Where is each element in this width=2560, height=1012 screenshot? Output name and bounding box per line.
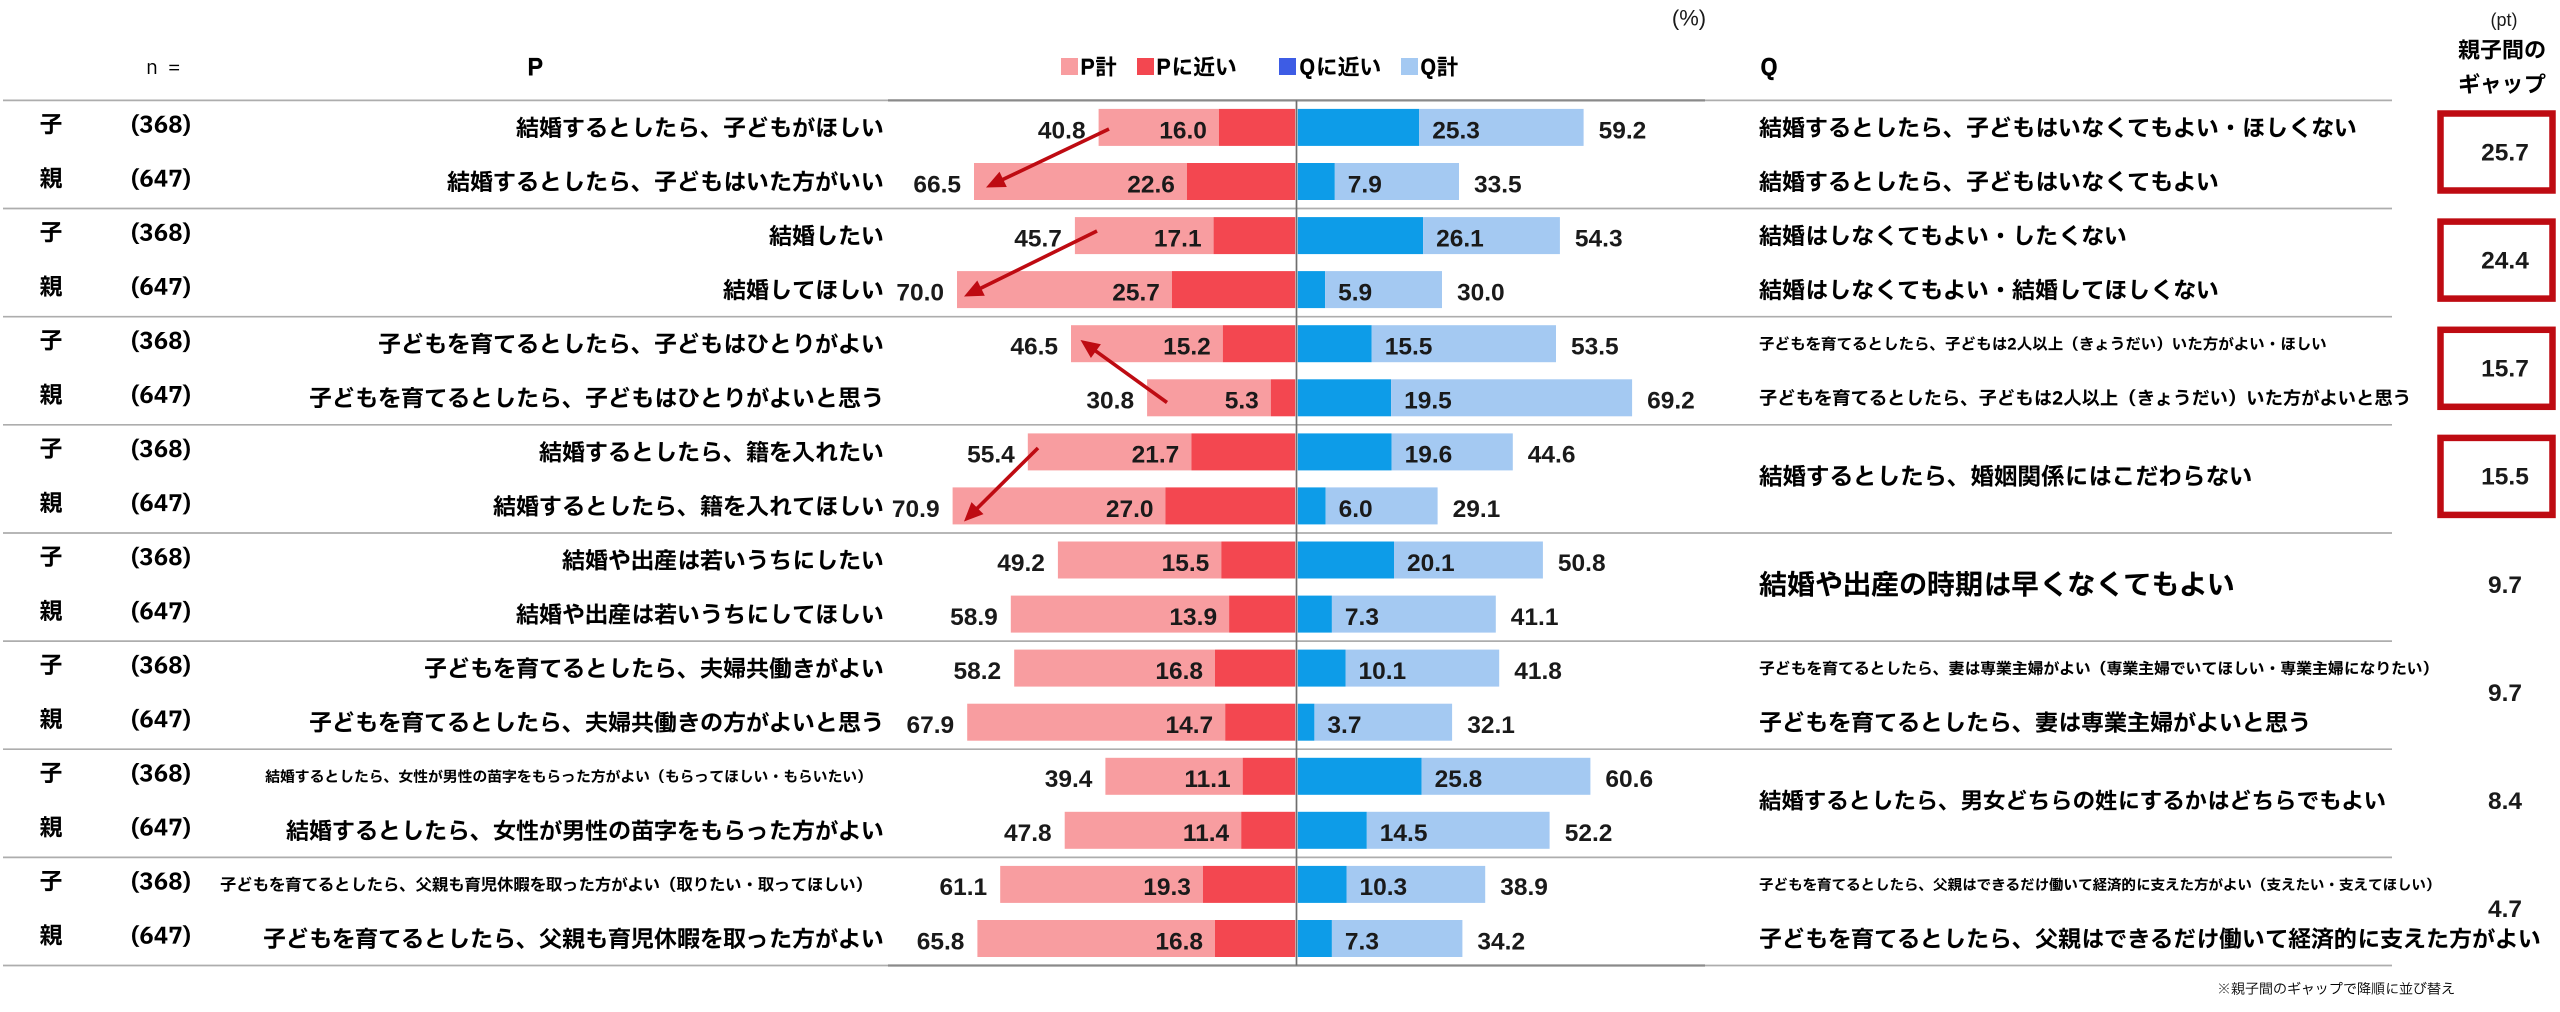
svg-text:19.3: 19.3 <box>1143 874 1191 901</box>
svg-text:8.4: 8.4 <box>2488 788 2522 815</box>
svg-text:70.0: 70.0 <box>896 280 944 307</box>
svg-text:41.1: 41.1 <box>1511 604 1559 631</box>
svg-text:11.4: 11.4 <box>1183 820 1230 847</box>
svg-text:32.1: 32.1 <box>1467 712 1515 739</box>
svg-text:45.7: 45.7 <box>1014 225 1062 252</box>
svg-text:61.1: 61.1 <box>940 874 988 901</box>
svg-text:10.3: 10.3 <box>1360 874 1408 901</box>
svg-text:54.3: 54.3 <box>1575 225 1623 252</box>
svg-text:14.7: 14.7 <box>1166 712 1214 739</box>
svg-text:34.2: 34.2 <box>1477 928 1525 955</box>
svg-text:58.9: 58.9 <box>950 604 998 631</box>
svg-text:40.8: 40.8 <box>1038 117 1086 144</box>
svg-text:10.1: 10.1 <box>1359 658 1407 685</box>
svg-text:70.9: 70.9 <box>892 496 940 523</box>
svg-text:25.8: 25.8 <box>1435 766 1483 793</box>
svg-text:15.5: 15.5 <box>1385 334 1433 361</box>
svg-text:4.7: 4.7 <box>2488 896 2522 923</box>
svg-text:25.7: 25.7 <box>1112 280 1160 307</box>
svg-text:14.5: 14.5 <box>1380 820 1428 847</box>
svg-text:7.3: 7.3 <box>1345 604 1379 631</box>
svg-text:11.1: 11.1 <box>1184 766 1230 793</box>
svg-text:3.7: 3.7 <box>1327 712 1361 739</box>
svg-text:67.9: 67.9 <box>907 712 955 739</box>
svg-text:46.5: 46.5 <box>1010 334 1058 361</box>
svg-text:9.7: 9.7 <box>2488 680 2522 707</box>
svg-text:65.8: 65.8 <box>917 928 965 955</box>
svg-text:52.2: 52.2 <box>1565 820 1613 847</box>
svg-text:50.8: 50.8 <box>1558 550 1606 577</box>
svg-text:66.5: 66.5 <box>913 171 961 198</box>
svg-text:58.2: 58.2 <box>954 658 1002 685</box>
svg-text:39.4: 39.4 <box>1045 766 1093 793</box>
svg-text:60.6: 60.6 <box>1605 766 1653 793</box>
svg-text:55.4: 55.4 <box>967 442 1015 469</box>
svg-text:38.9: 38.9 <box>1500 874 1548 901</box>
svg-text:7.3: 7.3 <box>1345 928 1379 955</box>
svg-text:15.2: 15.2 <box>1163 334 1211 361</box>
svg-text:5.9: 5.9 <box>1338 280 1372 307</box>
svg-text:25.7: 25.7 <box>2481 139 2529 166</box>
svg-text:49.2: 49.2 <box>997 550 1045 577</box>
svg-text:13.9: 13.9 <box>1169 604 1217 631</box>
svg-text:16.0: 16.0 <box>1159 117 1207 144</box>
svg-text:16.8: 16.8 <box>1155 658 1203 685</box>
svg-text:69.2: 69.2 <box>1647 388 1695 415</box>
svg-text:25.3: 25.3 <box>1432 117 1480 144</box>
svg-text:27.0: 27.0 <box>1106 496 1154 523</box>
svg-text:47.8: 47.8 <box>1004 820 1052 847</box>
svg-text:6.0: 6.0 <box>1339 496 1373 523</box>
svg-text:59.2: 59.2 <box>1599 117 1647 144</box>
svg-text:(%): (%) <box>1672 5 1706 30</box>
svg-text:30.8: 30.8 <box>1086 388 1134 415</box>
svg-text:33.5: 33.5 <box>1474 171 1522 198</box>
svg-text:19.5: 19.5 <box>1404 388 1452 415</box>
svg-text:29.1: 29.1 <box>1453 496 1501 523</box>
svg-text:16.8: 16.8 <box>1155 928 1203 955</box>
svg-text:15.5: 15.5 <box>2481 464 2529 491</box>
svg-text:19.6: 19.6 <box>1405 442 1453 469</box>
svg-text:26.1: 26.1 <box>1436 225 1484 252</box>
svg-text:15.5: 15.5 <box>1162 550 1210 577</box>
svg-text:53.5: 53.5 <box>1571 334 1619 361</box>
svg-text:(pt): (pt) <box>2491 10 2518 30</box>
svg-text:41.8: 41.8 <box>1514 658 1562 685</box>
svg-text:30.0: 30.0 <box>1457 280 1505 307</box>
svg-text:9.7: 9.7 <box>2488 572 2522 599</box>
svg-text:24.4: 24.4 <box>2481 247 2529 274</box>
svg-text:5.3: 5.3 <box>1225 388 1259 415</box>
svg-text:17.1: 17.1 <box>1154 225 1202 252</box>
svg-text:7.9: 7.9 <box>1348 171 1382 198</box>
svg-text:20.1: 20.1 <box>1407 550 1455 577</box>
svg-text:21.7: 21.7 <box>1132 442 1180 469</box>
svg-text:44.6: 44.6 <box>1528 442 1576 469</box>
svg-text:22.6: 22.6 <box>1127 171 1175 198</box>
svg-text:15.7: 15.7 <box>2481 356 2529 383</box>
